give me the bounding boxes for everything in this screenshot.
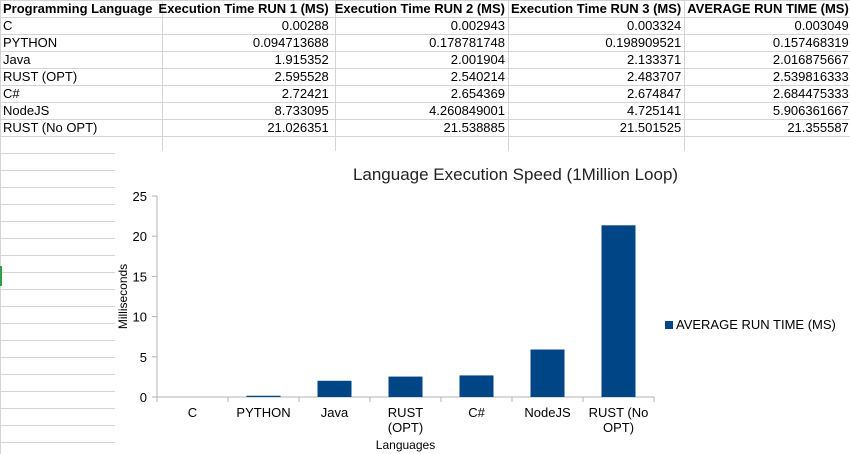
- value-cell[interactable]: 21.026351: [267, 120, 329, 135]
- language-cell[interactable]: RUST (No OPT): [3, 120, 98, 135]
- table-row: Java 1.915352 2.001904 2.133371 2.016875…: [0, 51, 850, 68]
- x-tick-label: NodeJS: [524, 405, 571, 420]
- value-cell[interactable]: 2.483707: [627, 69, 682, 84]
- bar: [317, 380, 352, 397]
- value-cell[interactable]: 0.178781748: [429, 35, 505, 50]
- chart-title: Language Execution Speed (1Million Loop): [353, 165, 678, 184]
- header-cell[interactable]: AVERAGE RUN TIME (MS): [687, 1, 849, 16]
- value-cell[interactable]: 2.001904: [450, 52, 505, 67]
- bar: [246, 395, 281, 397]
- header-cell[interactable]: Execution Time RUN 3 (MS): [511, 1, 682, 16]
- table-row: C# 2.72421 2.654369 2.674847 2.684475333: [0, 85, 850, 102]
- value-cell[interactable]: 0.003049: [794, 18, 849, 33]
- y-tick-label: 10: [133, 310, 147, 325]
- value-cell[interactable]: 21.355587: [787, 120, 849, 135]
- x-tick-label: C#: [468, 405, 485, 420]
- value-cell[interactable]: 0.094713688: [252, 35, 329, 50]
- bar: [459, 375, 494, 397]
- value-cell[interactable]: 0.157468319: [772, 35, 849, 50]
- x-tick-label: OPT): [603, 420, 634, 435]
- bar: [530, 349, 565, 397]
- value-cell[interactable]: 5.906361667: [772, 103, 849, 118]
- value-cell[interactable]: 2.674847: [627, 86, 682, 101]
- y-tick-label: 25: [133, 189, 147, 204]
- data-table: Programming Language Execution Time RUN …: [0, 0, 850, 136]
- value-cell[interactable]: 2.654369: [450, 86, 505, 101]
- x-axis-title: Languages: [376, 438, 435, 452]
- table-row: C 0.00288 0.002943 0.003324 0.003049: [0, 17, 850, 34]
- value-cell[interactable]: 21.538885: [443, 120, 505, 135]
- table-row: RUST (No OPT) 21.026351 21.538885 21.501…: [0, 119, 850, 136]
- legend-swatch: [665, 321, 673, 329]
- language-cell[interactable]: C: [3, 18, 13, 33]
- x-tick-label: Java: [321, 405, 349, 420]
- language-cell[interactable]: Java: [3, 52, 31, 67]
- value-cell[interactable]: 1.915352: [274, 52, 329, 67]
- value-cell[interactable]: 2.133371: [627, 52, 682, 67]
- value-cell[interactable]: 4.725141: [627, 103, 682, 118]
- x-tick-label: (OPT): [388, 420, 423, 435]
- legend-label: AVERAGE RUN TIME (MS): [676, 317, 836, 332]
- x-tick-label: C: [188, 405, 197, 420]
- value-cell[interactable]: 21.501525: [619, 120, 682, 135]
- active-cell-marker: [0, 266, 2, 286]
- y-tick-label: 20: [133, 229, 147, 244]
- value-cell[interactable]: 2.684475333: [772, 86, 849, 101]
- y-tick-label: 15: [133, 269, 147, 284]
- language-cell[interactable]: RUST (OPT): [3, 69, 78, 84]
- table-row: RUST (OPT) 2.595528 2.540214 2.483707 2.…: [0, 68, 850, 85]
- header-row: Programming Language Execution Time RUN …: [0, 0, 850, 17]
- header-cell[interactable]: Programming Language: [3, 1, 153, 16]
- x-tick-label: RUST (No: [589, 405, 649, 420]
- bar-chart: Language Execution Speed (1Million Loop)…: [116, 165, 836, 452]
- value-cell[interactable]: 2.595528: [274, 69, 329, 84]
- y-axis-title: Milliseconds: [116, 264, 130, 329]
- value-cell[interactable]: 2.72421: [281, 86, 329, 101]
- value-cell[interactable]: 0.003324: [627, 18, 682, 33]
- table-row: PYTHON 0.094713688 0.178781748 0.1989095…: [0, 34, 850, 51]
- y-tick-label: 0: [140, 390, 147, 405]
- table-row: NodeJS 8.733095 4.260849001 4.725141 5.9…: [0, 102, 850, 119]
- header-cell[interactable]: Execution Time RUN 2 (MS): [334, 1, 505, 16]
- y-tick-label: 5: [140, 350, 147, 365]
- language-cell[interactable]: NodeJS: [3, 103, 50, 118]
- x-tick-label: PYTHON: [236, 405, 290, 420]
- value-cell[interactable]: 2.539816333: [772, 69, 849, 84]
- value-cell[interactable]: 0.00288: [281, 18, 329, 33]
- value-cell[interactable]: 0.002943: [450, 18, 505, 33]
- value-cell[interactable]: 0.198909521: [605, 35, 682, 50]
- chart-object[interactable]: Language Execution Speed (1Million Loop)…: [115, 151, 850, 454]
- header-cell[interactable]: Execution Time RUN 1 (MS): [158, 1, 329, 16]
- language-cell[interactable]: C#: [3, 86, 20, 101]
- value-cell[interactable]: 2.016875667: [772, 52, 849, 67]
- value-cell[interactable]: 2.540214: [450, 69, 505, 84]
- value-cell[interactable]: 8.733095: [274, 103, 329, 118]
- value-cell[interactable]: 4.260849001: [429, 103, 505, 118]
- language-cell[interactable]: PYTHON: [3, 35, 58, 50]
- bar: [601, 225, 636, 397]
- bar: [388, 376, 423, 397]
- x-tick-label: RUST: [388, 405, 423, 420]
